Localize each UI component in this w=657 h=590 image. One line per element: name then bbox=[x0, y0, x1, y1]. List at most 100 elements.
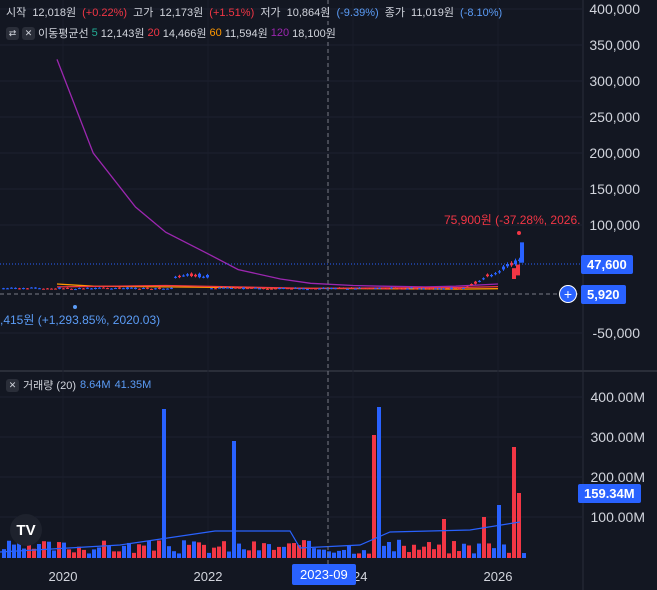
candle-body bbox=[206, 274, 209, 278]
volume-bar bbox=[202, 544, 206, 558]
volume-bar bbox=[147, 540, 151, 558]
candle-body bbox=[282, 287, 285, 289]
candle-body bbox=[202, 276, 205, 278]
volume-bar bbox=[522, 553, 526, 558]
volume-bars bbox=[0, 407, 526, 558]
candle-body bbox=[490, 275, 493, 277]
volume-tick-label: 100.00M bbox=[591, 509, 645, 525]
volume-bar bbox=[222, 541, 226, 558]
candle-body bbox=[106, 288, 109, 290]
ma5-period: 5 bbox=[91, 27, 98, 39]
volume-bar bbox=[127, 542, 131, 558]
candle-body bbox=[486, 274, 489, 277]
candle-body bbox=[306, 289, 309, 291]
volume-tick-label: 300.00M bbox=[591, 429, 645, 445]
volume-bar bbox=[77, 546, 81, 558]
volume-bar bbox=[192, 541, 196, 558]
candle-body bbox=[246, 288, 249, 290]
volume-bar bbox=[357, 553, 361, 558]
volume-bar bbox=[282, 546, 286, 558]
moving-average-lines bbox=[56, 59, 499, 290]
candle-body bbox=[512, 268, 516, 279]
candle-body bbox=[242, 287, 245, 290]
candle-body bbox=[466, 286, 469, 288]
ma-title: 이동평균선 bbox=[38, 28, 89, 40]
candle-body bbox=[254, 287, 257, 289]
candle-body bbox=[90, 288, 93, 290]
candle-body bbox=[498, 271, 501, 273]
candle-body bbox=[30, 287, 33, 289]
volume-bar bbox=[57, 542, 61, 558]
ma60-value: 11,594원 bbox=[224, 28, 268, 40]
ma-120-line bbox=[56, 59, 499, 288]
candle-body bbox=[374, 288, 377, 290]
candle-body bbox=[10, 287, 13, 289]
volume-bar bbox=[187, 544, 191, 558]
candle-body bbox=[250, 287, 253, 289]
candle-body bbox=[398, 288, 401, 290]
candle-body bbox=[138, 288, 141, 290]
volume-bar bbox=[342, 549, 346, 558]
time-tick-label: 2022 bbox=[194, 569, 223, 584]
candle-body bbox=[342, 287, 345, 289]
price-tick-label: 150,000 bbox=[589, 181, 640, 197]
tradingview-logo[interactable]: TV bbox=[10, 514, 42, 546]
low-change: (-9.39%) bbox=[336, 7, 379, 19]
candle-body bbox=[434, 288, 437, 290]
candle-body bbox=[510, 262, 513, 266]
candle-body bbox=[442, 288, 445, 290]
open-change: (+0.22%) bbox=[82, 7, 128, 19]
candle-body bbox=[310, 288, 313, 290]
ma120-period: 120 bbox=[270, 27, 290, 39]
candle-body bbox=[338, 287, 341, 289]
candle-body bbox=[274, 288, 277, 290]
candle-body bbox=[34, 287, 37, 289]
volume-bar bbox=[72, 552, 76, 558]
volume-bar bbox=[297, 545, 301, 558]
volume-bar bbox=[452, 541, 456, 558]
candle-body bbox=[198, 273, 201, 278]
volume-bar bbox=[322, 549, 326, 558]
volume-bar bbox=[272, 549, 276, 558]
candle-body bbox=[454, 287, 457, 289]
volume-bar bbox=[157, 540, 161, 558]
candle-body bbox=[214, 288, 217, 290]
price-tick-label: 400,000 bbox=[589, 1, 640, 17]
candle-body bbox=[70, 288, 73, 290]
candle-body bbox=[270, 288, 273, 290]
candle-body bbox=[266, 288, 269, 290]
candle-body bbox=[406, 288, 409, 290]
candle-body bbox=[330, 287, 333, 289]
candle-body bbox=[358, 287, 361, 289]
close-icon[interactable]: ✕ bbox=[6, 378, 19, 392]
candle-body bbox=[520, 242, 524, 263]
candle-body bbox=[334, 288, 337, 290]
low-marker-dot bbox=[73, 305, 77, 309]
candle-body bbox=[414, 288, 417, 290]
candle-body bbox=[38, 288, 41, 290]
volume-bar bbox=[82, 549, 86, 558]
volume-bar bbox=[477, 543, 481, 558]
volume-bar bbox=[382, 545, 386, 558]
candle-body bbox=[234, 287, 237, 289]
price-tick-label: -50,000 bbox=[593, 325, 641, 341]
candle-body bbox=[186, 274, 189, 276]
volume-bar bbox=[22, 548, 26, 558]
candle-body bbox=[194, 274, 197, 277]
volume-bar bbox=[462, 543, 466, 558]
volume-bar bbox=[472, 553, 476, 558]
link-icon[interactable]: ⇄ bbox=[6, 26, 19, 40]
candle-body bbox=[314, 288, 317, 290]
candle-body bbox=[346, 288, 349, 290]
volume-bar bbox=[502, 544, 506, 558]
volume-bar bbox=[177, 553, 181, 558]
candle-body bbox=[58, 287, 61, 289]
close-icon[interactable]: ✕ bbox=[22, 26, 35, 40]
add-alert-icon[interactable]: + bbox=[559, 285, 577, 303]
volume-bar bbox=[227, 551, 231, 558]
volume-bar bbox=[437, 544, 441, 558]
volume-bar bbox=[162, 409, 166, 558]
volume-bar bbox=[432, 549, 436, 558]
volume-axis: 400.00M 300.00M 200.00M 100.00M bbox=[591, 389, 645, 525]
